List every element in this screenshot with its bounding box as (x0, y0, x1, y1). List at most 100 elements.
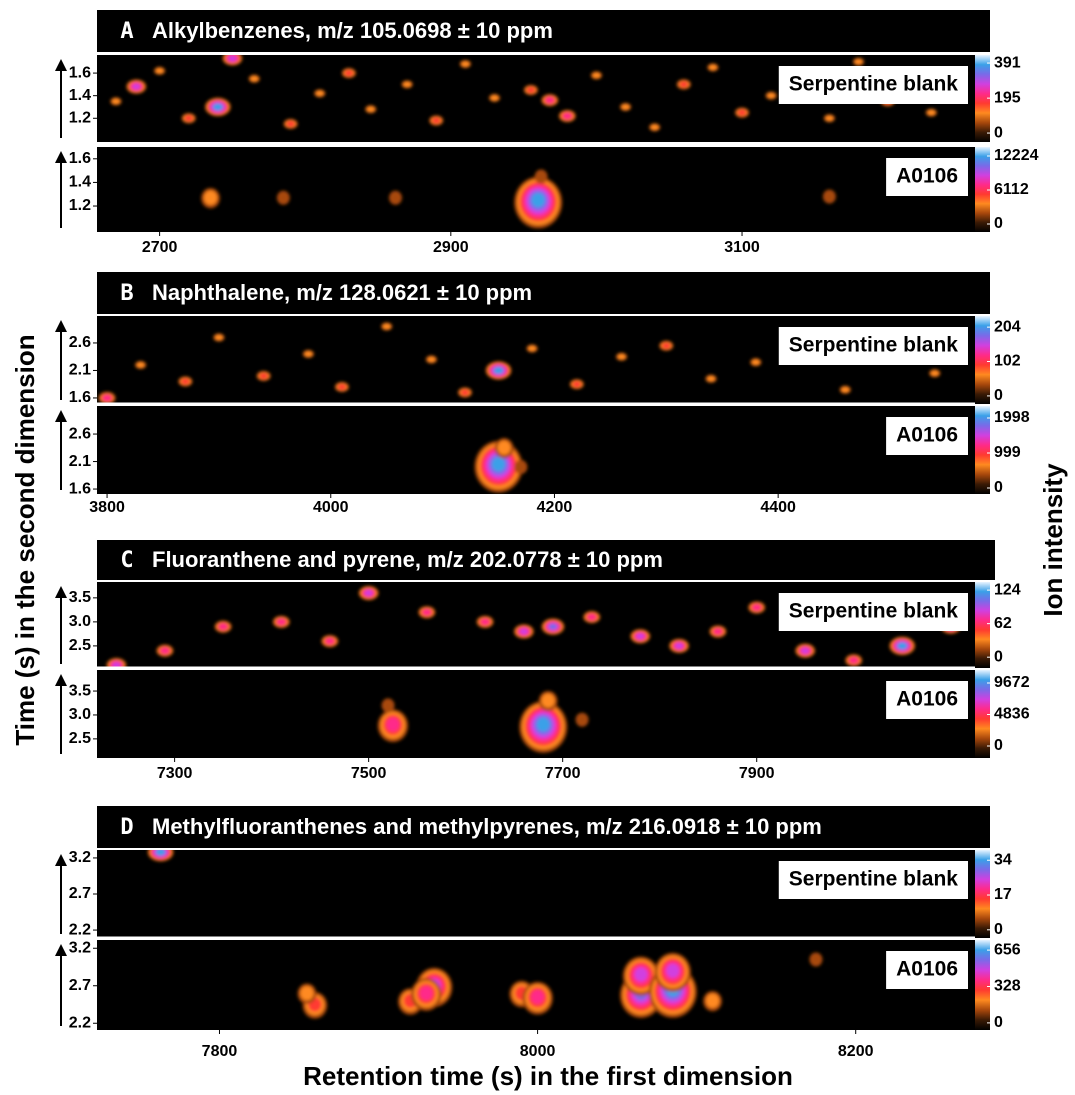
colorbar-tick-label: 9672 (994, 674, 1030, 691)
panel-title: Methylfluoranthenes and methylpyrenes, m… (152, 814, 822, 839)
axis-arrowhead (55, 59, 67, 71)
peak (344, 70, 354, 77)
y-tick-label: 3.5 (69, 682, 91, 699)
peak (286, 120, 295, 127)
peak (250, 75, 259, 82)
peak (587, 614, 596, 621)
x-axis-label: Retention time (s) in the first dimensio… (303, 1061, 793, 1091)
label-box (886, 681, 968, 719)
subplot-label: Serpentine blank (789, 73, 959, 96)
y-tick-label: 2.5 (69, 730, 91, 747)
axis-arrowhead (55, 854, 67, 866)
peak (304, 350, 313, 357)
peak (213, 103, 223, 110)
y-tick-label: 1.6 (69, 480, 91, 497)
peak (617, 353, 626, 360)
colorbar (975, 670, 990, 758)
peak (706, 375, 716, 382)
colorbar-tick-label: 6112 (994, 181, 1029, 198)
axis-arrowhead (55, 151, 67, 163)
x-tick-label: 3100 (724, 239, 760, 256)
colorbar-tick-label: 17 (994, 886, 1012, 903)
peak (480, 618, 490, 625)
colorbar-tick-label: 0 (994, 479, 1003, 496)
peak (160, 647, 170, 654)
y-tick-label: 1.2 (69, 109, 91, 126)
peak (214, 334, 224, 341)
heatmap (201, 169, 836, 229)
colorbar-tick-label: 656 (994, 941, 1021, 958)
subplot-label: A0106 (896, 165, 958, 188)
subplot-label: A0106 (896, 424, 958, 447)
colorbar-tick-label: 0 (994, 215, 1003, 232)
x-tick-label: 8000 (520, 1043, 556, 1060)
label-box (778, 861, 968, 899)
peak (419, 986, 433, 1001)
y-tick-label: 3.2 (69, 849, 91, 866)
peak (636, 633, 645, 640)
x-tick-label: 7700 (545, 765, 581, 782)
peak (526, 87, 536, 94)
peak (276, 190, 290, 205)
peak (854, 58, 863, 65)
peak (822, 189, 836, 204)
peak (662, 342, 671, 349)
peak (545, 97, 555, 104)
peak (432, 117, 441, 124)
colorbar-tick-label: 195 (994, 89, 1021, 106)
panel-letter: A (120, 19, 133, 44)
colorbar-tick-label: 102 (994, 353, 1021, 370)
plot-background (97, 406, 975, 494)
peak (132, 83, 141, 90)
peak (809, 952, 823, 967)
x-tick-label: 7300 (157, 765, 193, 782)
peak (337, 383, 347, 390)
x-tick-label: 7800 (202, 1043, 238, 1060)
axis-arrowhead (55, 320, 67, 332)
peak (841, 386, 850, 393)
peak (364, 590, 373, 597)
peak (366, 106, 375, 113)
peak (461, 61, 470, 68)
y-tick-label: 2.6 (69, 425, 91, 442)
peak (381, 698, 395, 713)
peak (536, 717, 550, 732)
colorbar-tick-label: 0 (994, 737, 1003, 754)
colorbar-tick-label: 0 (994, 387, 1003, 404)
y-tick-label: 3.0 (69, 613, 91, 630)
label-box (886, 417, 968, 455)
peak (382, 323, 391, 330)
axis-arrowhead (55, 586, 67, 598)
colorbar-tick-label: 328 (994, 978, 1021, 995)
peak (259, 372, 268, 379)
peak (563, 113, 572, 120)
peak (527, 345, 537, 352)
peak (492, 457, 506, 472)
y-tick-label: 3.2 (69, 939, 91, 956)
panel-title-bar (97, 272, 990, 314)
panel-title-bar (97, 10, 990, 52)
colorbar-tick-label: 1998 (994, 409, 1030, 426)
subplot-label: A0106 (896, 688, 958, 711)
y-tick-label: 2.1 (69, 453, 91, 470)
colorbar-tick-label: 0 (994, 921, 1003, 938)
peak (737, 109, 747, 116)
peak (422, 609, 432, 616)
peak (706, 993, 720, 1008)
peak (460, 389, 470, 396)
heatmap (147, 850, 174, 862)
x-tick-label: 4000 (313, 499, 349, 516)
y-tick-label: 3.0 (69, 706, 91, 723)
peak (898, 642, 907, 649)
subplot-label: Serpentine blank (789, 600, 959, 623)
peak (541, 693, 555, 708)
heatmap (474, 438, 528, 493)
colorbar-tick-label: 0 (994, 648, 1003, 665)
peak (218, 623, 228, 630)
peak (751, 359, 760, 366)
x-tick-label: 4400 (760, 499, 796, 516)
heatmap (98, 322, 941, 404)
y-tick-label: 1.4 (69, 174, 91, 191)
x-tick-label: 3800 (89, 499, 125, 516)
colorbar-label: Ion intensity (1038, 463, 1068, 617)
